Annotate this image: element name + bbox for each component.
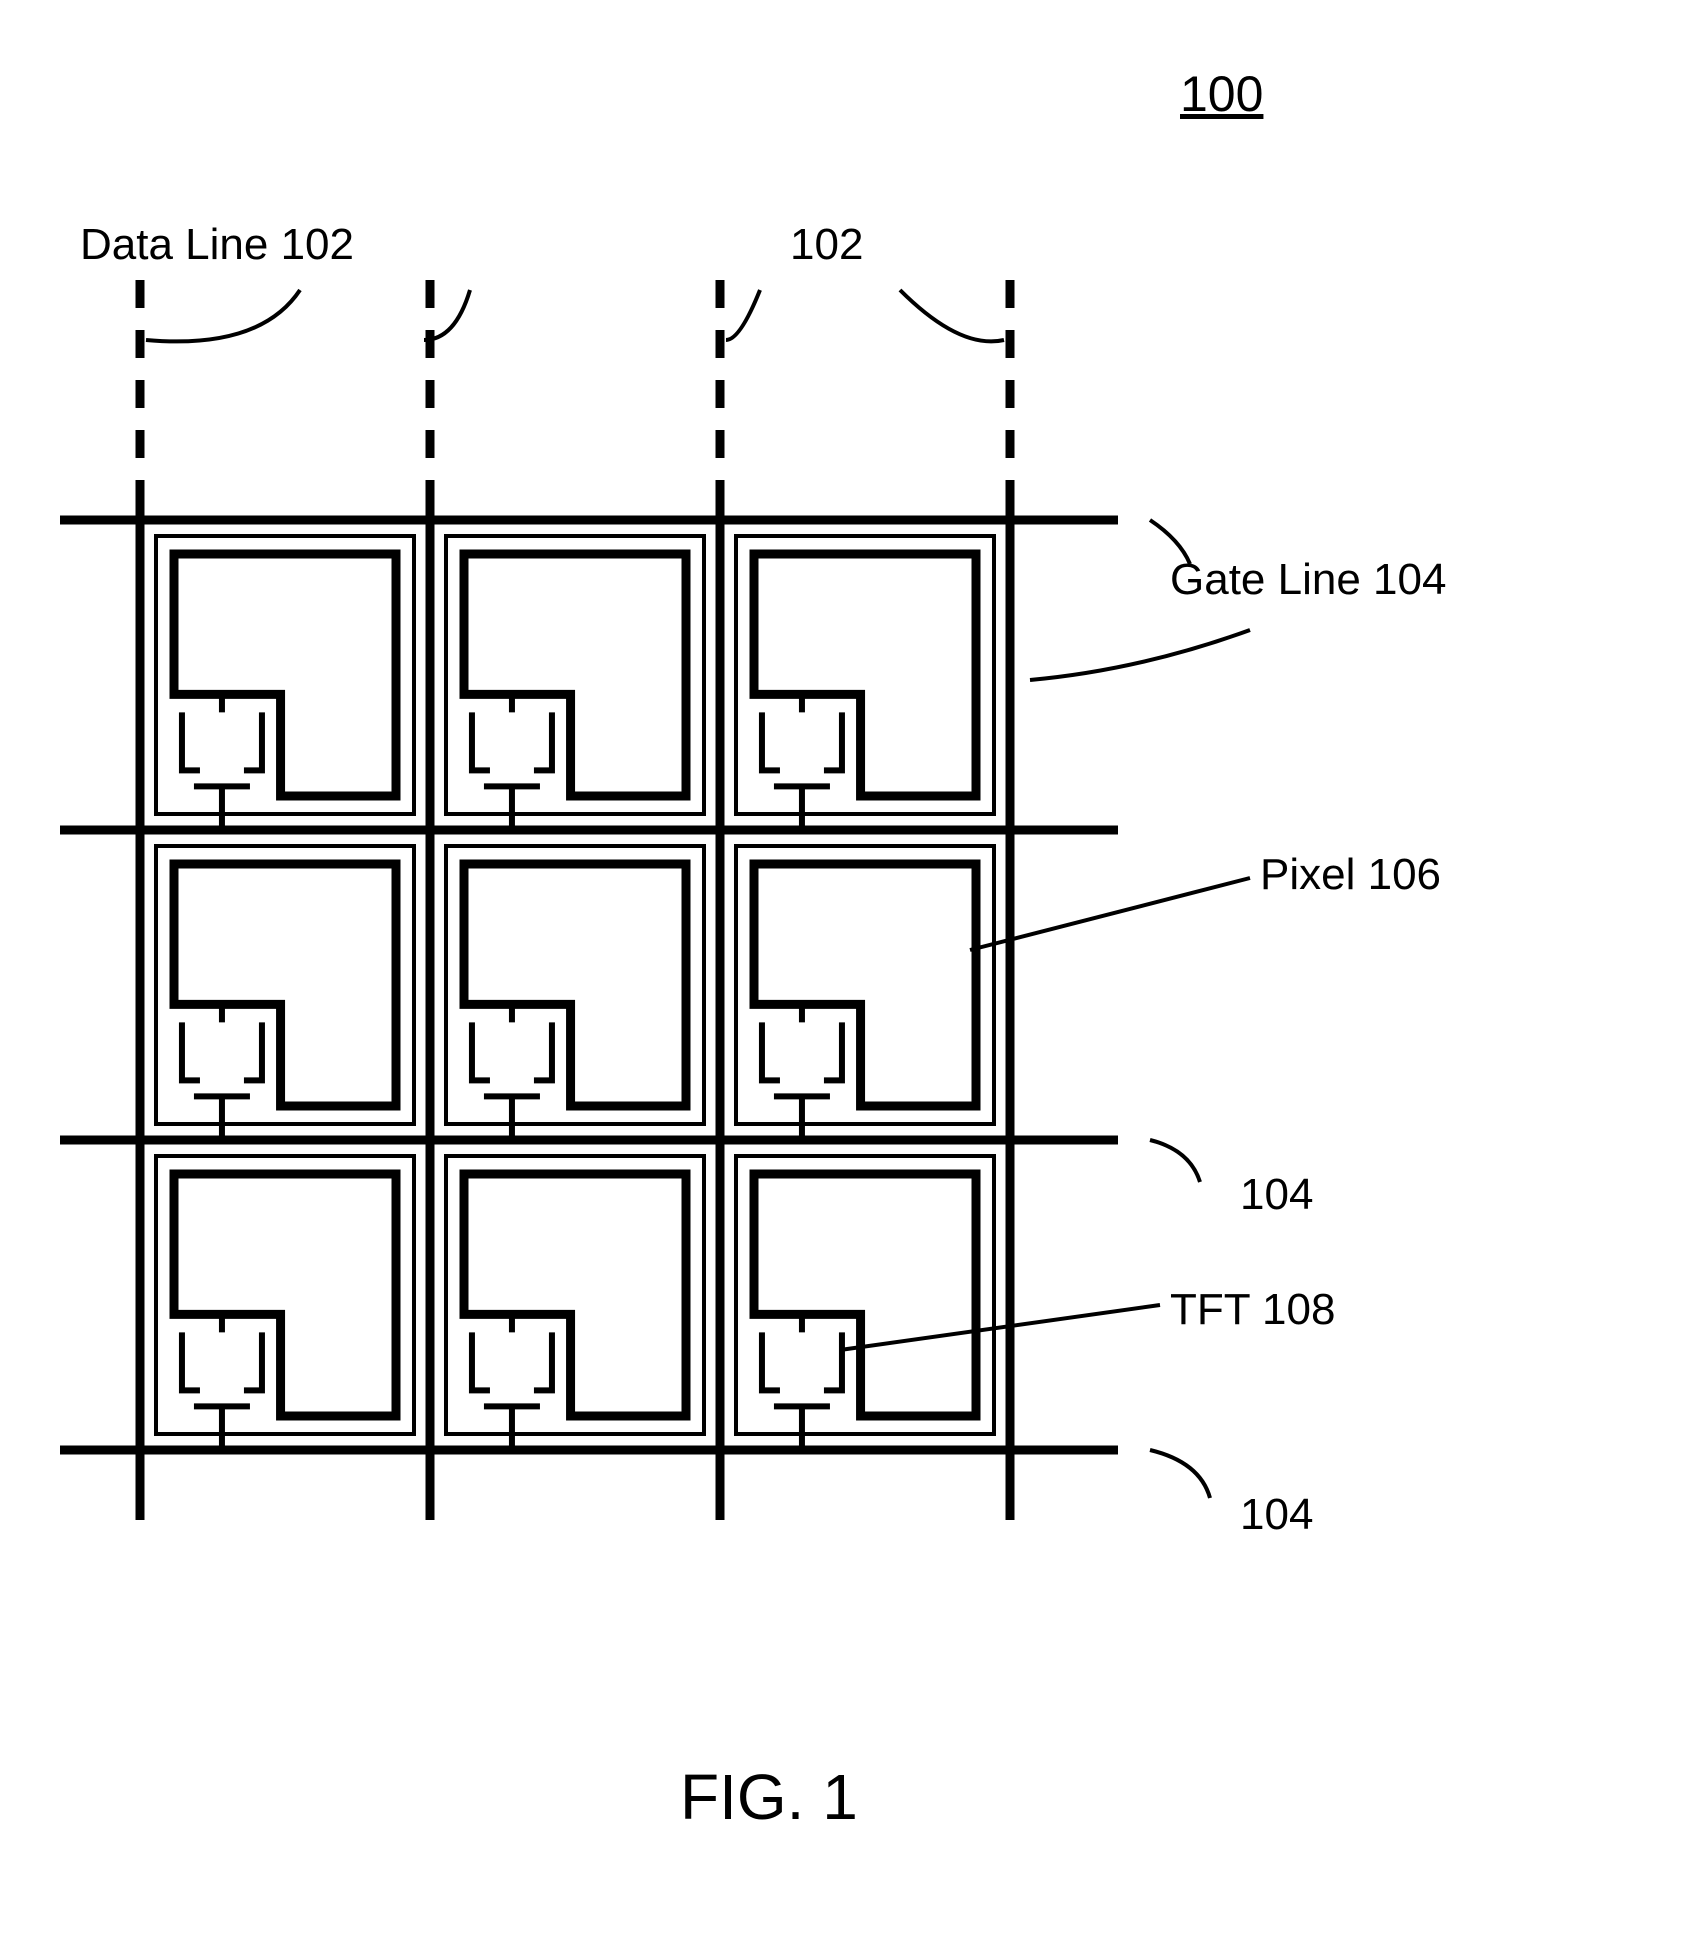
figure-page: 100 Data Line 102 102 Gate Line 104 Pixe… <box>0 0 1686 1954</box>
label-data-line: Data Line 102 <box>80 220 354 270</box>
label-gate-line-104-b: 104 <box>1240 1170 1313 1220</box>
label-tft: TFT 108 <box>1170 1285 1335 1335</box>
label-gate-line: Gate Line 104 <box>1170 555 1446 605</box>
label-pixel: Pixel 106 <box>1260 850 1441 900</box>
figure-number: 100 <box>1180 65 1263 123</box>
figure-svg <box>0 200 1686 1650</box>
figure-caption: FIG. 1 <box>680 1760 858 1834</box>
label-gate-line-104-c: 104 <box>1240 1490 1313 1540</box>
label-data-line-102: 102 <box>790 220 863 270</box>
